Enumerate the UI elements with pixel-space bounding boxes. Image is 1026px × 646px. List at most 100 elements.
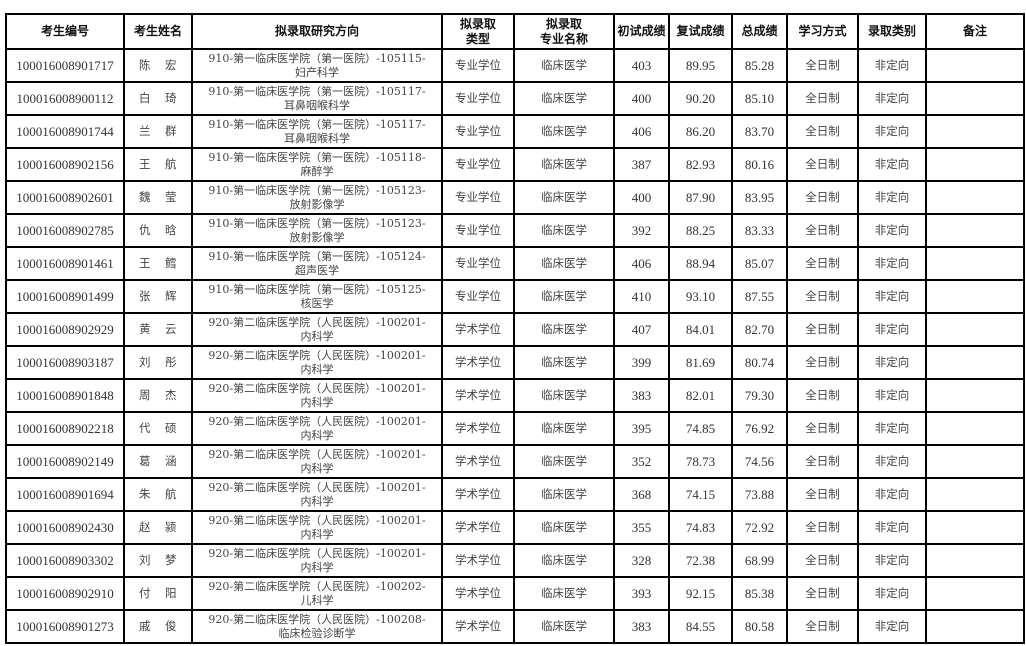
table-row: 100016008902156 王航 910-第一临床医学院（第一医院）-10511… <box>5 147 1025 182</box>
admission-category: 非定向 <box>857 147 927 182</box>
major-name: 临床医学 <box>513 279 615 314</box>
student-id: 100016008902149 <box>5 444 125 479</box>
total-score: 72.92 <box>731 510 788 545</box>
direction-line-2: 麻醉学 <box>300 164 334 178</box>
direction-line-2: 内科学 <box>300 395 334 409</box>
student-id: 100016008901461 <box>5 246 125 281</box>
direction-line-2: 内科学 <box>300 329 334 343</box>
study-mode: 全日制 <box>786 312 859 347</box>
direction-line-1: 920-第二临床医学院（人民医院）-100201- <box>208 546 426 560</box>
total-score: 85.28 <box>731 48 788 83</box>
research-direction: 920-第二临床医学院（人民医院）-100201- 内科学 <box>191 345 443 380</box>
major-name: 临床医学 <box>513 147 615 182</box>
study-mode: 全日制 <box>786 444 859 479</box>
admission-category: 非定向 <box>857 543 927 578</box>
research-direction: 910-第一临床医学院（第一医院）-105124- 超声医学 <box>191 246 443 281</box>
retest-score: 81.69 <box>668 345 733 380</box>
study-mode: 全日制 <box>786 378 859 413</box>
direction-line-1: 910-第一临床医学院（第一医院）-105115- <box>208 51 426 65</box>
research-direction: 910-第一临床医学院（第一医院）-105118- 麻醉学 <box>191 147 443 182</box>
direction-line-1: 920-第二临床医学院（人民医院）-100201- <box>208 348 426 362</box>
note <box>925 411 1025 446</box>
direction-line-1: 920-第二临床医学院（人民医院）-100201- <box>208 414 426 428</box>
initial-score: 395 <box>613 411 670 446</box>
given-name: 晗 <box>165 223 177 237</box>
direction-line-1: 910-第一临床医学院（第一医院）-105117- <box>208 117 426 131</box>
direction-line-1: 910-第一临床医学院（第一医院）-105124- <box>208 249 426 263</box>
research-direction: 910-第一临床医学院（第一医院）-105115- 妇产科学 <box>191 48 443 83</box>
table-row: 100016008902601 魏莹 910-第一临床医学院（第一医院）-10512… <box>5 180 1025 215</box>
student-name: 魏莹 <box>123 180 193 215</box>
surname: 周 <box>139 388 151 402</box>
given-name: 莹 <box>165 190 177 204</box>
study-mode: 全日制 <box>786 576 859 611</box>
header-category: 录取类别 <box>857 13 927 50</box>
total-score: 83.33 <box>731 213 788 248</box>
header-study-mode: 学习方式 <box>786 13 859 50</box>
research-direction: 910-第一临床医学院（第一医院）-105117- 耳鼻咽喉科学 <box>191 114 443 149</box>
surname: 王 <box>139 256 151 270</box>
note <box>925 246 1025 281</box>
initial-score: 406 <box>613 246 670 281</box>
admission-category: 非定向 <box>857 411 927 446</box>
name-mask <box>157 414 163 443</box>
admission-category: 非定向 <box>857 378 927 413</box>
note <box>925 378 1025 413</box>
student-id: 100016008902929 <box>5 312 125 347</box>
student-name: 兰群 <box>123 114 193 149</box>
total-score: 80.58 <box>731 609 788 644</box>
admission-type: 专业学位 <box>441 114 515 149</box>
major-name: 临床医学 <box>513 609 615 644</box>
student-id: 100016008902218 <box>5 411 125 446</box>
research-direction: 920-第二临床医学院（人民医院）-100202- 儿科学 <box>191 576 443 611</box>
admission-category: 非定向 <box>857 510 927 545</box>
study-mode: 全日制 <box>786 477 859 512</box>
note <box>925 48 1025 83</box>
admission-type: 专业学位 <box>441 147 515 182</box>
surname: 朱 <box>139 487 151 501</box>
research-direction: 920-第二临床医学院（人民医院）-100208- 临床检验诊断学 <box>191 609 443 644</box>
initial-score: 328 <box>613 543 670 578</box>
admission-type: 专业学位 <box>441 213 515 248</box>
given-name: 俊 <box>165 619 177 633</box>
research-direction: 910-第一临床医学院（第一医院）-105123- 放射影像学 <box>191 213 443 248</box>
direction-line-1: 910-第一临床医学院（第一医院）-105117- <box>208 84 426 98</box>
initial-score: 407 <box>613 312 670 347</box>
initial-score: 387 <box>613 147 670 182</box>
initial-score: 400 <box>613 81 670 116</box>
admission-category: 非定向 <box>857 180 927 215</box>
initial-score: 368 <box>613 477 670 512</box>
table-row: 100016008901273 戚俊 920-第二临床医学院（人民医院）-10020… <box>5 609 1025 644</box>
study-mode: 全日制 <box>786 246 859 281</box>
direction-line-2: 内科学 <box>300 461 334 475</box>
study-mode: 全日制 <box>786 213 859 248</box>
surname: 刘 <box>139 553 151 567</box>
note <box>925 147 1025 182</box>
major-name: 临床医学 <box>513 477 615 512</box>
given-name: 宏 <box>165 58 177 72</box>
note <box>925 81 1025 116</box>
major-name: 临床医学 <box>513 576 615 611</box>
student-name: 刘梦 <box>123 543 193 578</box>
research-direction: 920-第二临床医学院（人民医院）-100201- 内科学 <box>191 411 443 446</box>
initial-score: 383 <box>613 609 670 644</box>
retest-score: 72.38 <box>668 543 733 578</box>
direction-line-2: 放射影像学 <box>289 230 345 244</box>
admission-type: 专业学位 <box>441 48 515 83</box>
retest-score: 87.90 <box>668 180 733 215</box>
header-total-score: 总成绩 <box>731 13 788 50</box>
study-mode: 全日制 <box>786 180 859 215</box>
major-name: 临床医学 <box>513 213 615 248</box>
note <box>925 477 1025 512</box>
initial-score: 393 <box>613 576 670 611</box>
table-row: 100016008901848 周杰 920-第二临床医学院（人民医院）-10020… <box>5 378 1025 413</box>
admission-type: 学术学位 <box>441 345 515 380</box>
name-mask <box>157 249 163 278</box>
given-name: 群 <box>165 124 177 138</box>
name-mask <box>157 348 163 377</box>
student-name: 陈宏 <box>123 48 193 83</box>
surname: 仇 <box>139 223 151 237</box>
student-id: 100016008902601 <box>5 180 125 215</box>
student-id: 100016008901717 <box>5 48 125 83</box>
initial-score: 383 <box>613 378 670 413</box>
